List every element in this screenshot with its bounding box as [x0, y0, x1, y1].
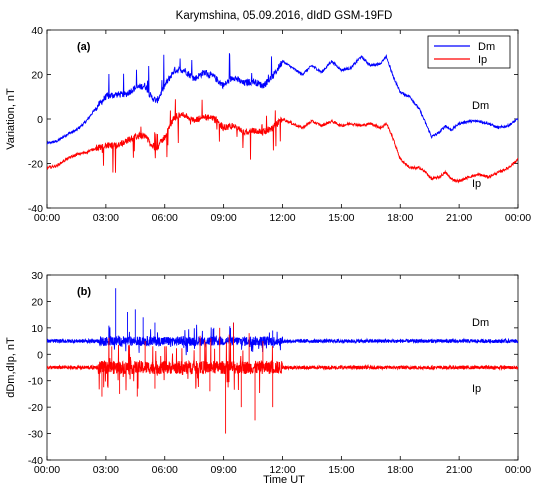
panel-b: 00:00 03:00 06:00 09:00 12:00 15:00 18:00 21:00… [5, 270, 531, 476]
curve-label-ip: Ip [472, 178, 481, 190]
series-line-dm [47, 53, 518, 146]
x-tick-label: 00:00 [505, 464, 531, 476]
x-tick-label: 12:00 [269, 212, 295, 224]
x-axis-label: Time UT [263, 474, 305, 486]
panel-label: (b) [77, 286, 91, 298]
series-line-dm [47, 324, 518, 356]
curve-label-dm: Dm [472, 100, 489, 112]
x-tick-label: 03:00 [93, 464, 119, 476]
y-tick-label: 0 [37, 114, 43, 126]
y-tick-label: -10 [28, 376, 43, 388]
y-tick-label: 40 [31, 25, 43, 37]
x-tick-label: 21:00 [446, 212, 472, 224]
x-tick-label: 06:00 [152, 212, 178, 224]
x-tick-label: 09:00 [210, 464, 236, 476]
y-tick-label: -30 [28, 429, 43, 441]
y-axis-label: dDm,dIp, nT [5, 337, 17, 398]
legend-label-dm: Dm [478, 41, 495, 53]
y-tick-label: -20 [28, 402, 43, 414]
legend-box [427, 35, 511, 69]
x-tick-label: 09:00 [210, 212, 236, 224]
y-tick-label: 10 [31, 323, 43, 335]
plot-series-group [47, 53, 518, 184]
x-tick-label: 03:00 [93, 212, 119, 224]
curve-label-ip: Ip [472, 383, 481, 395]
series-line-ip [47, 99, 518, 184]
plot-series-group [47, 288, 518, 434]
x-tick-label: 15:00 [328, 464, 354, 476]
y-tick-label: 20 [31, 296, 43, 308]
y-tick-label: -40 [28, 455, 43, 467]
curve-label-dm: Dm [472, 317, 489, 329]
x-tick-label: 12:00 [269, 464, 295, 476]
y-tick-label: 30 [31, 270, 43, 282]
series-line-ip [47, 334, 518, 394]
y-axis-label: Variation, nT [5, 88, 17, 150]
x-tick-label: 18:00 [387, 212, 413, 224]
x-tick-label: 15:00 [328, 212, 354, 224]
panel-label: (a) [77, 41, 91, 53]
y-tick-label: 0 [37, 349, 43, 361]
figure-title: Karymshina, 05.09.2016, dIdD GSM-19FD [176, 10, 393, 22]
x-tick-label: 00:00 [34, 464, 60, 476]
y-tick-label: -40 [28, 203, 43, 215]
x-tick-label: 06:00 [152, 464, 178, 476]
x-tick-label: 00:00 [34, 212, 60, 224]
y-tick-label: 20 [31, 70, 43, 82]
legend-label-ip: Ip [478, 54, 487, 66]
y-tick-label: -20 [28, 159, 43, 171]
x-tick-label: 00:00 [505, 212, 531, 224]
x-tick-label: 18:00 [387, 464, 413, 476]
x-tick-label: 21:00 [446, 464, 472, 476]
panel-a: 00:00 03:00 06:00 09:00 12:00 15:00 18:00 21:00… [5, 25, 531, 224]
